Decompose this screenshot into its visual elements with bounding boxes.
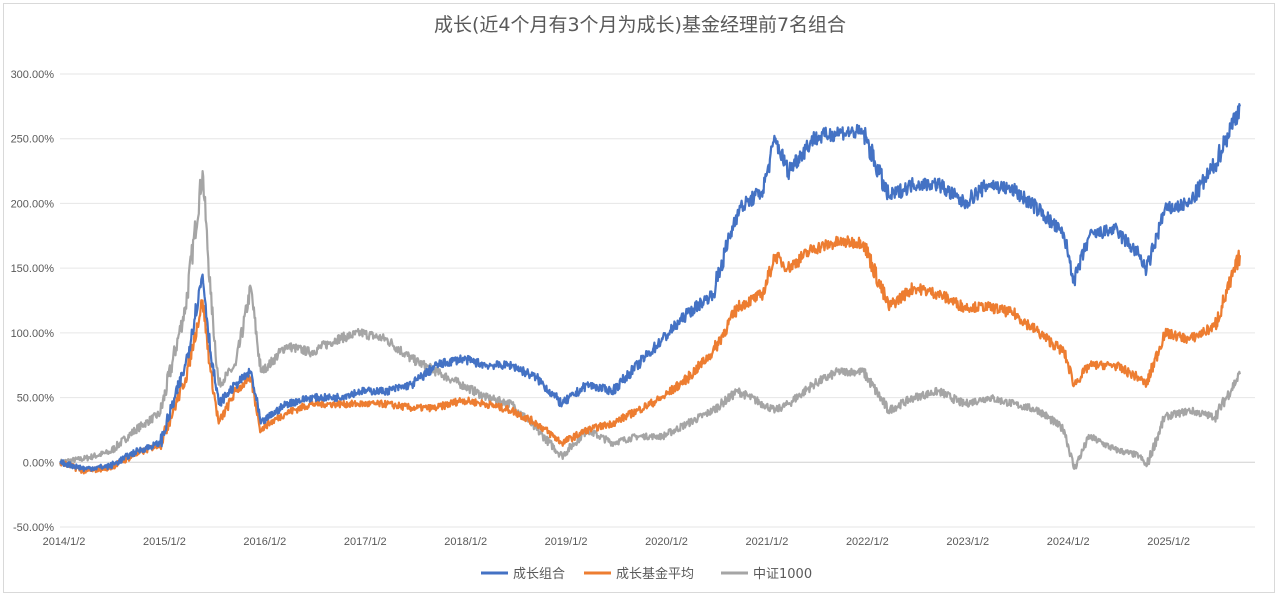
y-tick-label: 300.00% bbox=[11, 69, 55, 81]
x-tick-label: 2016/1/2 bbox=[243, 536, 286, 548]
y-axis-ticks: -50.00% 0.00% 50.00% 100.00% 150.00% 200.00% 2… bbox=[11, 69, 55, 534]
x-tick-label: 2015/1/2 bbox=[143, 536, 186, 548]
x-tick-label: 2018/1/2 bbox=[444, 536, 487, 548]
x-tick-label: 2024/1/2 bbox=[1047, 536, 1090, 548]
x-tick-label: 2014/1/2 bbox=[43, 536, 86, 548]
x-tick-label: 2017/1/2 bbox=[344, 536, 387, 548]
y-tick-label: 50.00% bbox=[17, 393, 55, 405]
y-tick-label: 200.00% bbox=[11, 198, 55, 210]
legend-label: 中证1000 bbox=[753, 567, 812, 582]
y-tick-label: 250.00% bbox=[11, 134, 55, 146]
y-tick-label: 100.00% bbox=[11, 328, 55, 340]
x-axis-ticks: 2014/1/2 2015/1/2 2016/1/2 2017/1/2 2018/1/2… bbox=[43, 536, 1190, 548]
series-line bbox=[58, 170, 1241, 470]
gridlines bbox=[60, 73, 1255, 528]
x-tick-label: 2021/1/2 bbox=[746, 536, 789, 548]
x-tick-label: 2022/1/2 bbox=[846, 536, 889, 548]
x-tick-label: 2019/1/2 bbox=[545, 536, 588, 548]
chart-title: 成长(近4个月有3个月为成长)基金经理前7名组合 bbox=[433, 14, 847, 36]
x-tick-label: 2020/1/2 bbox=[645, 536, 688, 548]
y-tick-label: -50.00% bbox=[13, 522, 54, 534]
series-line bbox=[59, 102, 1241, 472]
series-lines bbox=[58, 102, 1241, 475]
x-tick-label: 2023/1/2 bbox=[946, 536, 989, 548]
legend: 成长组合 成长基金平均 中证1000 bbox=[481, 566, 812, 582]
x-tick-label: 2025/1/2 bbox=[1147, 536, 1190, 548]
y-tick-label: 150.00% bbox=[11, 263, 55, 275]
legend-label: 成长组合 bbox=[513, 567, 565, 582]
y-tick-label: 0.00% bbox=[23, 457, 54, 469]
chart-frame bbox=[3, 3, 1275, 593]
legend-label: 成长基金平均 bbox=[616, 566, 694, 582]
series-line bbox=[59, 235, 1241, 475]
